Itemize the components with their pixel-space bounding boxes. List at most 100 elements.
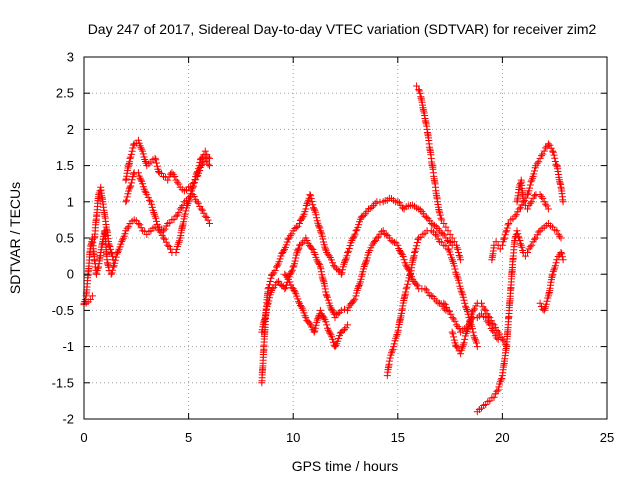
data-point-sat-e bbox=[206, 154, 213, 162]
data-point-sat-l bbox=[465, 321, 473, 329]
data-point-sat-i bbox=[471, 334, 478, 342]
x-tick-label: 15 bbox=[391, 430, 405, 445]
data-point-sat-o bbox=[528, 198, 536, 206]
series-sat-b bbox=[80, 292, 96, 309]
data-point-sat-g bbox=[361, 259, 369, 267]
data-point-sat-k bbox=[452, 321, 460, 329]
data-point-sat-d bbox=[164, 176, 172, 184]
data-point-sat-e bbox=[185, 196, 193, 204]
data-point-sat-m bbox=[524, 249, 531, 256]
data-point-sat-g bbox=[309, 246, 317, 253]
data-point-sat-f bbox=[360, 212, 368, 220]
data-point-sat-l bbox=[459, 342, 467, 350]
data-point-sat-e bbox=[162, 238, 170, 246]
data-point-sat-h bbox=[317, 310, 325, 318]
data-point-sat-k bbox=[448, 314, 456, 322]
y-tick-label: 0 bbox=[67, 267, 74, 282]
data-point-sat-d bbox=[204, 160, 212, 168]
data-point-sat-n bbox=[547, 144, 555, 152]
data-point-sat-f bbox=[343, 252, 351, 260]
data-point-sat-h bbox=[324, 326, 332, 334]
data-point-sat-f bbox=[344, 249, 352, 256]
data-point-sat-f bbox=[338, 269, 346, 277]
data-point-sat-g bbox=[295, 244, 303, 252]
data-point-sat-n bbox=[504, 221, 512, 229]
data-point-sat-h bbox=[323, 321, 331, 329]
data-point-sat-f bbox=[292, 224, 300, 231]
data-point-sat-p bbox=[553, 256, 561, 264]
data-point-sat-g bbox=[387, 237, 395, 245]
y-tick-label: -2 bbox=[62, 412, 74, 427]
data-point-sat-h bbox=[300, 309, 308, 317]
data-point-sat-f bbox=[298, 214, 306, 222]
data-point-sat-f bbox=[345, 245, 353, 252]
data-point-sat-g bbox=[329, 307, 336, 315]
data-point-sat-a bbox=[136, 221, 144, 229]
data-point-sat-h bbox=[335, 335, 343, 342]
x-tick-label: 5 bbox=[185, 430, 192, 445]
series-sat-l bbox=[448, 310, 502, 358]
data-point-sat-e bbox=[186, 193, 194, 201]
data-point-sat-g bbox=[397, 249, 405, 257]
data-point-sat-e bbox=[164, 241, 172, 249]
series-sat-k bbox=[440, 299, 511, 351]
data-point-sat-h bbox=[290, 287, 298, 294]
data-point-sat-n bbox=[503, 224, 511, 232]
data-point-sat-a bbox=[121, 230, 129, 238]
data-point-sat-f bbox=[342, 256, 350, 264]
data-point-sat-k bbox=[447, 310, 455, 318]
data-point-sat-g bbox=[311, 251, 319, 258]
x-tick-label: 20 bbox=[495, 430, 509, 445]
data-point-sat-e bbox=[139, 180, 147, 188]
data-point-sat-m bbox=[494, 386, 502, 394]
data-point-sat-l bbox=[464, 324, 472, 332]
data-point-sat-i bbox=[403, 283, 411, 291]
data-point-sat-e bbox=[181, 210, 189, 218]
data-point-sat-f bbox=[276, 255, 284, 263]
data-point-sat-f bbox=[349, 233, 357, 241]
data-point-sat-a bbox=[119, 236, 126, 244]
data-point-sat-e bbox=[155, 227, 163, 235]
data-point-sat-a bbox=[134, 220, 142, 227]
data-point-sat-f bbox=[325, 252, 333, 260]
series-sat-d bbox=[122, 136, 213, 195]
data-point-sat-e bbox=[126, 183, 134, 191]
data-point-sat-m bbox=[553, 227, 561, 235]
data-point-sat-f bbox=[284, 235, 292, 243]
data-point-sat-e bbox=[144, 193, 152, 201]
y-axis-label: SDTVAR / TECUs bbox=[7, 182, 23, 294]
data-point-sat-i bbox=[433, 232, 441, 240]
data-point-sat-g bbox=[331, 314, 339, 322]
data-point-sat-i bbox=[448, 256, 456, 264]
data-point-sat-f bbox=[273, 262, 281, 270]
data-point-sat-f bbox=[296, 220, 303, 227]
data-point-sat-n bbox=[539, 150, 547, 158]
data-point-sat-o bbox=[531, 192, 538, 200]
data-point-sat-j bbox=[454, 245, 462, 253]
data-point-sat-e bbox=[122, 198, 130, 206]
data-point-sat-a bbox=[107, 270, 115, 278]
data-point-sat-n bbox=[515, 205, 523, 213]
data-point-sat-j bbox=[413, 82, 421, 90]
data-point-sat-f bbox=[337, 270, 345, 278]
data-point-sat-h bbox=[301, 312, 309, 320]
data-point-sat-g bbox=[297, 240, 305, 248]
data-point-sat-a bbox=[93, 270, 101, 278]
data-point-sat-h bbox=[342, 324, 350, 332]
chart-title: Day 247 of 2017, Sidereal Day-to-day VTE… bbox=[88, 21, 597, 37]
data-point-sat-d bbox=[168, 169, 176, 177]
data-point-sat-h bbox=[320, 314, 328, 322]
data-point-sat-e bbox=[141, 187, 149, 195]
data-point-sat-p bbox=[551, 262, 559, 270]
data-point-sat-f bbox=[319, 235, 327, 243]
data-point-sat-e bbox=[127, 179, 135, 187]
data-point-sat-h bbox=[291, 288, 299, 296]
data-point-sat-f bbox=[416, 206, 424, 214]
data-point-sat-p bbox=[542, 300, 550, 308]
data-point-sat-h bbox=[331, 343, 339, 351]
data-point-sat-a bbox=[125, 223, 133, 231]
data-point-sat-c bbox=[109, 252, 117, 260]
data-point-sat-g bbox=[426, 291, 434, 299]
data-point-sat-i bbox=[413, 239, 421, 246]
data-point-sat-h bbox=[310, 328, 318, 336]
